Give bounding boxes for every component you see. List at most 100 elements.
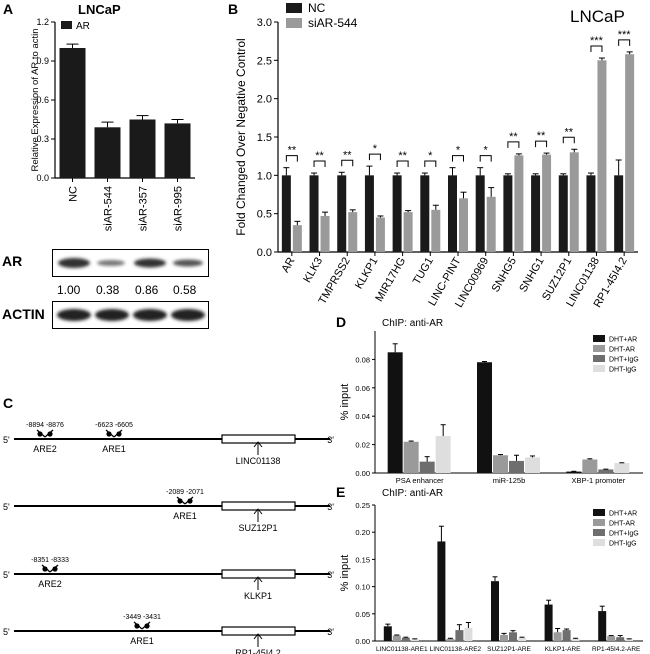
b-bar-siar (597, 60, 607, 253)
track-gene-box (221, 626, 296, 636)
d-bar (525, 457, 540, 473)
e-legend-swatch-2 (593, 529, 605, 536)
e-legend-label-1: DHT-AR (609, 521, 635, 528)
b-significance-label: *** (590, 35, 604, 47)
e-bar (509, 632, 517, 641)
track-gene-box (221, 569, 296, 579)
e-bar (464, 627, 473, 641)
b-y-axis-label: Fold Changed Over Negative Control (234, 38, 248, 235)
b-significance-bracket (452, 155, 464, 162)
d-legend-label-1: DHT-AR (609, 347, 635, 354)
ar-band-4 (173, 259, 203, 267)
track-5prime: 5' (3, 627, 10, 637)
e-bar (446, 638, 455, 641)
are-marker (106, 431, 112, 437)
e-y-tick-label: 0.00 (355, 637, 370, 646)
track-gene-name: RP1-45I4.2 (235, 648, 281, 654)
are-marker (47, 431, 53, 437)
b-significance-label: * (456, 145, 461, 157)
b-bar-siar (431, 209, 441, 252)
e-y-axis-label: % input (339, 555, 351, 592)
e-bar (518, 637, 526, 641)
actin-band-4 (171, 309, 205, 321)
track-5prime: 5' (3, 502, 10, 512)
are-marker (42, 566, 48, 572)
are-position-range: -2089 -2071 (166, 489, 204, 496)
b-bar-nc (392, 175, 402, 252)
b-bar-siar (292, 225, 302, 252)
b-significance-bracket (285, 155, 298, 162)
panel-e-chart: 0.00 0.05 0.10 0.15 0.20 0.25 % input LINC01138… (339, 501, 643, 653)
b-significance-label: ** (537, 130, 546, 142)
b-significance-label: ** (288, 145, 297, 157)
track-3prime: 3' (327, 627, 334, 637)
ar-band-2 (97, 260, 125, 266)
blot-ratio-4: 0.58 (173, 283, 197, 297)
e-x-tick-label: SUZ12P1-ARE (487, 646, 531, 653)
e-bar (491, 581, 499, 641)
blot-ar-strip (52, 249, 209, 277)
e-bar (437, 541, 446, 641)
panel-c-letter: C (3, 395, 13, 411)
panel-b-cell-title: LNCaP (570, 7, 625, 26)
tss-arrow-head (253, 441, 263, 448)
b-significance-label: * (484, 145, 489, 157)
actin-band-1 (57, 309, 91, 321)
b-significance-label: * (373, 143, 378, 155)
b-significance-bracket (618, 39, 631, 46)
d-x-tick-label: PSA enhancer (396, 476, 444, 485)
b-y-tick-label: 2.0 (257, 94, 272, 106)
e-legend-label-0: DHT+AR (609, 511, 637, 518)
are-position-range: -8894 -8876 (26, 422, 64, 429)
b-bar-nc (503, 175, 513, 252)
are-site-name: ARE2 (33, 444, 57, 454)
d-y-tick-label: 0.00 (355, 469, 370, 478)
panel-d-letter: D (336, 314, 346, 330)
a-bar (94, 127, 121, 178)
a-x-tick-label: NC (68, 186, 80, 202)
a-bar (129, 119, 156, 178)
d-bar (493, 455, 508, 473)
a-y-tick-label: 0.0 (36, 173, 49, 183)
b-y-tick-label: 0.5 (257, 209, 272, 221)
blot-ratio-1: 1.00 (57, 283, 81, 297)
e-bar (392, 635, 401, 641)
b-y-tick-label: 1.0 (257, 170, 272, 182)
d-y-tick-label: 0.06 (355, 384, 370, 393)
e-legend-swatch-3 (593, 539, 605, 546)
panel-e-letter: E (336, 484, 345, 500)
blot-ar-label: AR (2, 253, 23, 269)
tss-arrow-head (253, 508, 263, 515)
d-bar (477, 362, 492, 473)
panel-d-title: ChIP: anti-AR (382, 318, 443, 329)
track-5prime: 5' (3, 435, 10, 445)
d-bar (598, 469, 614, 473)
e-legend-swatch-1 (593, 519, 605, 526)
b-legend-swatch-1 (286, 18, 302, 28)
e-bar (625, 639, 634, 641)
a-legend-swatch (61, 21, 72, 29)
b-bar-siar (542, 154, 552, 252)
b-significance-label: *** (618, 29, 632, 41)
a-y-tick-label: 0.3 (36, 134, 49, 144)
are-position-range: -3449 -3431 (123, 614, 161, 621)
b-significance-bracket (313, 160, 326, 168)
are-marker (134, 623, 140, 629)
e-x-tick-label: RP1-45I4.2-ARE (592, 646, 641, 653)
b-legend-label-0: NC (308, 1, 326, 15)
b-significance-bracket (341, 159, 354, 167)
d-legend-label-2: DHT+IgG (609, 357, 639, 364)
b-bar-nc (364, 175, 374, 252)
e-y-tick-label: 0.05 (355, 610, 370, 619)
b-significance-label: ** (343, 149, 352, 161)
b-bar-nc (309, 175, 319, 252)
b-bar-nc (558, 175, 568, 252)
e-bar (571, 638, 580, 641)
a-y-tick-label: 0.6 (36, 95, 49, 105)
e-bar (598, 611, 607, 641)
d-x-tick-label: miR-125b (493, 476, 526, 485)
tss-arrow-head (253, 576, 263, 583)
b-bar-siar (348, 212, 358, 252)
b-y-tick-label: 0.0 (257, 247, 272, 259)
panel-a-cell-title: LNCaP (78, 2, 121, 17)
